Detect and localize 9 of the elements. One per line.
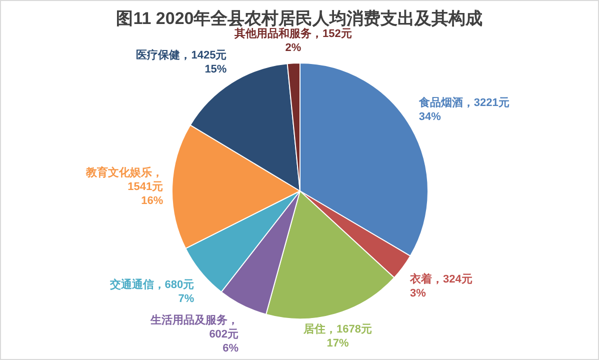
chart-title: 图11 2020年全县农村居民人均消费支出及其构成 xyxy=(116,9,483,28)
slice-label: 交通通信，680元 7% xyxy=(108,278,194,305)
slice-label: 衣着，324元 3% xyxy=(409,272,472,300)
slice-label: 居住，1678元 17% xyxy=(302,324,372,350)
slice-label: 医疗保健，1425元 15% xyxy=(136,48,227,76)
slice-label: 食品烟酒，3221元 34% xyxy=(418,96,510,124)
slice-label: 其他用品和服务，152元 2% xyxy=(234,27,352,54)
slice-label: 生活用品及服务， 602元 6% xyxy=(150,313,239,354)
slice-label: 教育文化娱乐， 1541元 16% xyxy=(85,166,164,207)
